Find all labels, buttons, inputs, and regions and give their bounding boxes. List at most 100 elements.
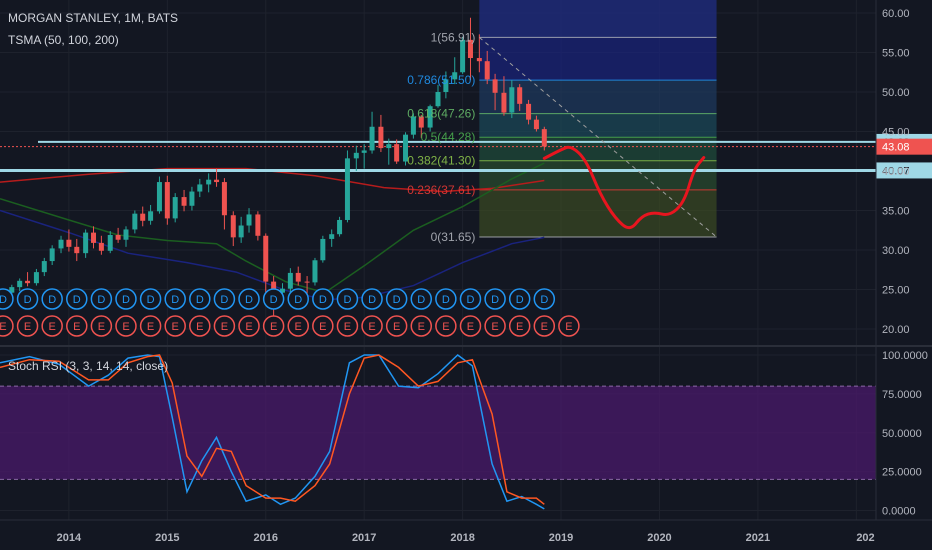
- earnings-marker-label: E: [418, 321, 425, 333]
- candle-body: [98, 242, 104, 251]
- candle-body: [452, 72, 458, 80]
- earnings-marker[interactable]: [164, 315, 186, 337]
- earnings-marker-label: E: [147, 321, 154, 333]
- projection-curve[interactable]: [542, 145, 706, 230]
- price-tick-label: 60.00: [882, 8, 910, 20]
- candle-body: [492, 79, 498, 93]
- earnings-marker[interactable]: [508, 315, 531, 337]
- earnings-marker[interactable]: [0, 315, 14, 337]
- dividend-marker[interactable]: [115, 288, 137, 310]
- earnings-marker[interactable]: [139, 315, 162, 337]
- dividend-marker[interactable]: [164, 288, 186, 310]
- candle-body: [526, 103, 532, 120]
- time-tick-label: 2018: [450, 532, 474, 544]
- fibonacci-retracement[interactable]: [479, 0, 717, 238]
- earnings-marker-label: E: [245, 321, 252, 333]
- earnings-marker[interactable]: [385, 315, 408, 337]
- candle-body: [279, 288, 285, 293]
- candle-body: [221, 182, 227, 216]
- candle-body: [41, 261, 47, 273]
- earnings-marker[interactable]: [66, 315, 88, 337]
- earnings-marker-label: E: [516, 321, 523, 333]
- dividend-marker-label: D: [73, 294, 81, 306]
- candle-body: [49, 248, 55, 262]
- earnings-marker[interactable]: [41, 315, 63, 337]
- price-label-box: [876, 162, 932, 179]
- dividend-marker[interactable]: [533, 288, 556, 310]
- dividend-marker[interactable]: [385, 288, 408, 310]
- dividend-marker[interactable]: [189, 288, 211, 310]
- earnings-marker[interactable]: [459, 315, 482, 337]
- dividend-marker[interactable]: [435, 288, 457, 310]
- earnings-marker[interactable]: [336, 315, 359, 337]
- stoch-tick-label: 25.0000: [882, 467, 922, 479]
- earnings-marker[interactable]: [238, 315, 260, 337]
- candle-body: [344, 158, 350, 220]
- earnings-marker[interactable]: [16, 315, 39, 337]
- dividend-marker-label: D: [294, 294, 302, 306]
- dividend-marker[interactable]: [361, 288, 383, 310]
- stoch-tick-label: 100.0000: [882, 350, 928, 362]
- dividend-marker[interactable]: [508, 288, 531, 310]
- fib-zone: [479, 189, 717, 237]
- candle-body: [541, 129, 547, 147]
- dividend-marker-label: D: [368, 294, 376, 306]
- candle-body: [353, 152, 359, 159]
- candle-body: [484, 61, 490, 80]
- earnings-marker[interactable]: [312, 315, 334, 337]
- earnings-marker[interactable]: [435, 315, 457, 337]
- earnings-marker[interactable]: [90, 315, 113, 337]
- dividend-marker[interactable]: [90, 288, 113, 310]
- dividend-marker[interactable]: [410, 288, 433, 310]
- dividend-marker-label: D: [442, 294, 450, 306]
- earnings-marker[interactable]: [361, 315, 383, 337]
- dividend-marker[interactable]: [287, 288, 309, 310]
- dividend-marker[interactable]: [139, 288, 162, 310]
- dividend-marker[interactable]: [238, 288, 260, 310]
- dividend-marker[interactable]: [262, 288, 285, 310]
- time-tick-label: 2020: [647, 532, 671, 544]
- candle-body: [58, 239, 64, 249]
- candle-body: [132, 213, 138, 230]
- dividend-marker-label: D: [97, 294, 105, 306]
- trend-line[interactable]: [479, 37, 717, 238]
- earnings-marker-label: E: [48, 321, 55, 333]
- fib-zone: [479, 113, 717, 138]
- dividend-marker[interactable]: [484, 288, 506, 310]
- earnings-marker[interactable]: [410, 315, 433, 337]
- dividend-marker[interactable]: [336, 288, 359, 310]
- candle-body: [74, 246, 80, 254]
- earnings-marker[interactable]: [533, 315, 556, 337]
- dashed-trend-line[interactable]: [479, 37, 717, 238]
- earnings-marker[interactable]: [558, 315, 580, 337]
- earnings-marker[interactable]: [484, 315, 506, 337]
- event-markers[interactable]: D D D D D D D D D D D D D D D D D D D D D D D E E E E E E E E E E E E E E E E E…: [0, 288, 580, 337]
- time-tick-label: 202: [856, 532, 874, 544]
- earnings-marker[interactable]: [115, 315, 137, 337]
- symbol-title[interactable]: MORGAN STANLEY, 1M, BATS: [8, 11, 179, 25]
- dividend-marker[interactable]: [41, 288, 63, 310]
- earnings-marker[interactable]: [262, 315, 285, 337]
- dividend-marker[interactable]: [459, 288, 482, 310]
- candle-body: [517, 87, 523, 104]
- dividend-marker[interactable]: [16, 288, 39, 310]
- dividend-marker[interactable]: [66, 288, 88, 310]
- earnings-marker[interactable]: [287, 315, 309, 337]
- earnings-marker[interactable]: [213, 315, 236, 337]
- candle-body: [189, 191, 195, 206]
- stoch-rsi-legend[interactable]: Stoch RSI (3, 3, 14, 14, close): [8, 359, 169, 373]
- price-tick-label: 30.00: [882, 245, 910, 257]
- tsma-legend[interactable]: TSMA (50, 100, 200): [8, 33, 119, 47]
- dividend-marker[interactable]: [0, 288, 14, 310]
- earnings-marker[interactable]: [189, 315, 211, 337]
- earnings-marker-label: E: [491, 321, 498, 333]
- candle-body: [501, 92, 507, 113]
- candle-body: [533, 119, 539, 130]
- dividend-marker[interactable]: [213, 288, 236, 310]
- projection-drawing[interactable]: [542, 145, 706, 230]
- dividend-marker-label: D: [24, 294, 32, 306]
- earnings-marker-label: E: [368, 321, 375, 333]
- dividend-marker[interactable]: [312, 288, 334, 310]
